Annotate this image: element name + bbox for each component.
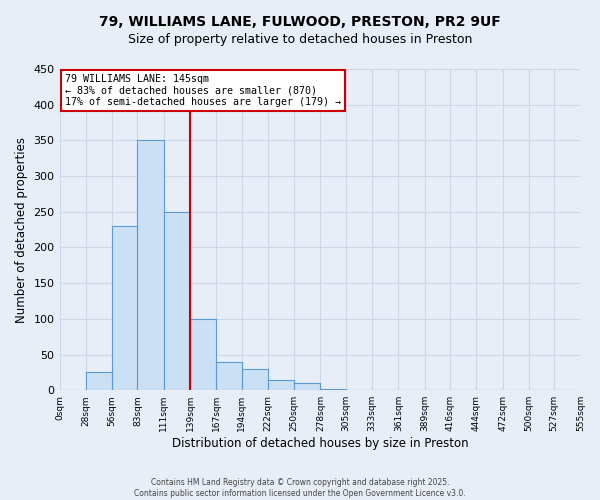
Text: Size of property relative to detached houses in Preston: Size of property relative to detached ho… — [128, 32, 472, 46]
Text: 79 WILLIAMS LANE: 145sqm
← 83% of detached houses are smaller (870)
17% of semi-: 79 WILLIAMS LANE: 145sqm ← 83% of detach… — [65, 74, 341, 107]
Y-axis label: Number of detached properties: Number of detached properties — [15, 136, 28, 322]
Text: Contains HM Land Registry data © Crown copyright and database right 2025.
Contai: Contains HM Land Registry data © Crown c… — [134, 478, 466, 498]
X-axis label: Distribution of detached houses by size in Preston: Distribution of detached houses by size … — [172, 437, 469, 450]
Text: 79, WILLIAMS LANE, FULWOOD, PRESTON, PR2 9UF: 79, WILLIAMS LANE, FULWOOD, PRESTON, PR2… — [99, 15, 501, 29]
